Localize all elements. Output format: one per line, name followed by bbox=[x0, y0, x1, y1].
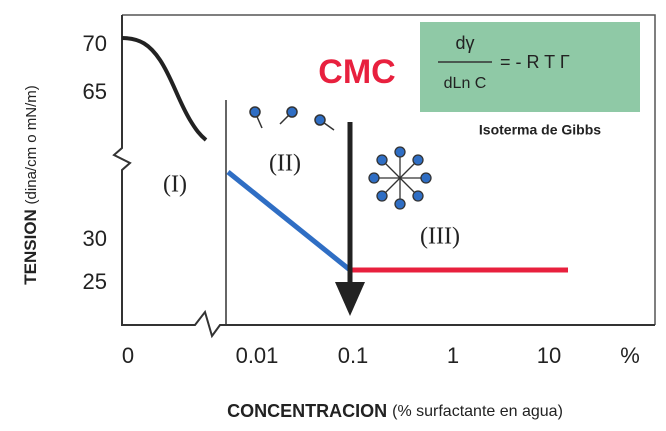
x-title-bold: CONCENTRACION bbox=[227, 401, 387, 421]
x-tick-label: 0.01 bbox=[236, 343, 279, 368]
formula-rhs: = - R T Γ bbox=[500, 52, 570, 72]
diagram: dγ dLn C = - R T Γ Isoterma de Gibbs CMC… bbox=[0, 0, 666, 431]
arrow-head bbox=[335, 282, 365, 316]
x-tick-label: 1 bbox=[447, 343, 459, 368]
monomers bbox=[250, 107, 334, 130]
formula-den: dLn C bbox=[444, 75, 487, 92]
x-axis-title: CONCENTRACION (% surfactante en agua) bbox=[227, 401, 563, 421]
y-tick-label: 65 bbox=[83, 79, 107, 104]
caption: Isoterma de Gibbs bbox=[479, 122, 601, 138]
y-tick-label: 70 bbox=[83, 31, 107, 56]
x-tick-label: 10 bbox=[537, 343, 561, 368]
cmc-label: CMC bbox=[318, 53, 395, 91]
region-label: (I) bbox=[163, 172, 187, 198]
region-label: (II) bbox=[269, 151, 301, 177]
y-title-rest: (dina/cm o mN/m) bbox=[23, 85, 40, 204]
y-axis-title: TENSION (dina/cm o mN/m) bbox=[21, 85, 40, 284]
x-title-rest: (% surfactante en agua) bbox=[392, 403, 563, 420]
curve-region-1 bbox=[122, 38, 206, 140]
y-tick-label: 30 bbox=[83, 226, 107, 251]
micelle bbox=[369, 147, 431, 209]
blue-line bbox=[228, 172, 350, 270]
y-title-bold: TENSION bbox=[21, 209, 40, 285]
y-tick-label: 25 bbox=[83, 269, 107, 294]
formula-num: dγ bbox=[455, 33, 474, 53]
region-label: (III) bbox=[420, 224, 460, 250]
x-tick-label: % bbox=[620, 343, 640, 368]
x-tick-label: 0.1 bbox=[338, 343, 369, 368]
x-tick-label: 0 bbox=[122, 343, 134, 368]
